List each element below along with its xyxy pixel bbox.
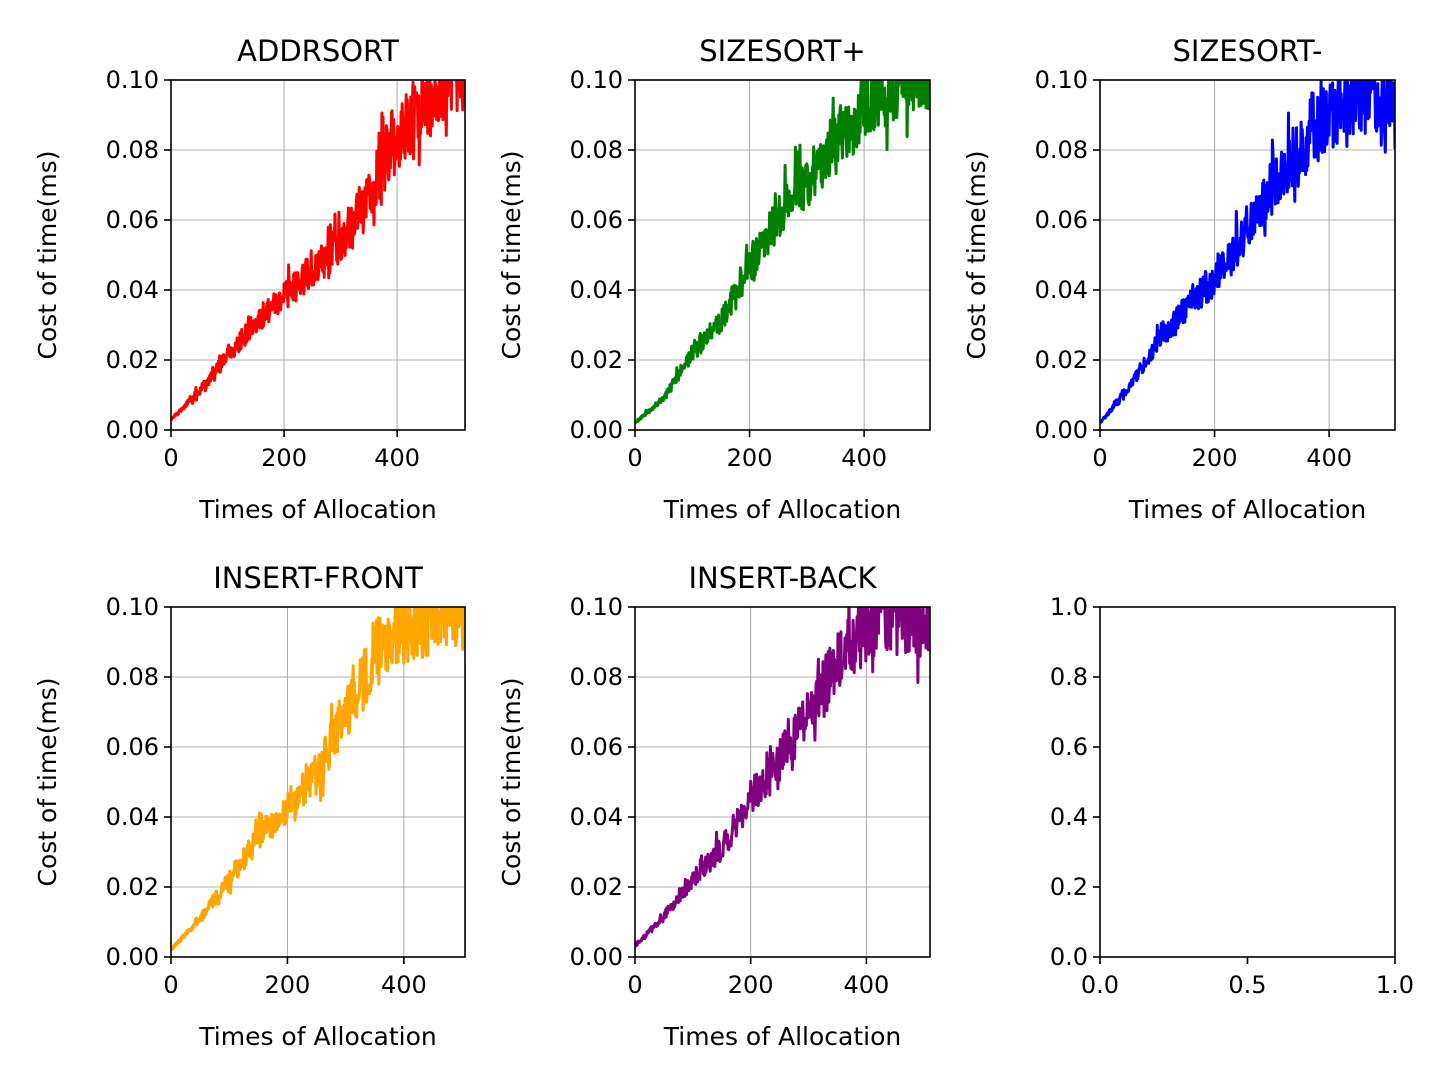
chart-4-y-tick-label: 0.06 bbox=[570, 733, 623, 761]
chart-2-y-tick-label: 0.10 bbox=[1035, 66, 1088, 94]
chart-3-series-line bbox=[171, 607, 465, 952]
chart-4-y-tick-label: 0.04 bbox=[570, 803, 623, 831]
chart-0-y-tick-label: 0.06 bbox=[106, 206, 159, 234]
chart-3-y-tick-label: 0.02 bbox=[106, 873, 159, 901]
chart-1-title: SIZESORT+ bbox=[699, 34, 865, 68]
chart-3: 0 200 400 0.00 0.02 0.04 0.06 0.08 0.10 INSERT-FR… bbox=[33, 561, 466, 1051]
chart-3-title: INSERT-FRONT bbox=[213, 561, 423, 595]
chart-4-y-tick-label: 0.02 bbox=[570, 873, 623, 901]
chart-5-x-tick-label: 1.0 bbox=[1376, 971, 1414, 999]
chart-0-y-tick-label: 0.00 bbox=[106, 416, 159, 444]
chart-4-title: INSERT-BACK bbox=[689, 561, 878, 595]
chart-4-x-tick-label: 200 bbox=[728, 971, 774, 999]
chart-4-series-line bbox=[635, 607, 930, 948]
chart-1-x-tick-label: 400 bbox=[841, 444, 887, 472]
chart-1-y-tick-label: 0.06 bbox=[570, 206, 623, 234]
chart-3-x-tick-label: 200 bbox=[265, 971, 311, 999]
chart-2-y-tick-label: 0.02 bbox=[1035, 346, 1088, 374]
chart-2-x-axis-label: Times of Allocation bbox=[1128, 495, 1366, 524]
chart-3-y-tick-label: 0.08 bbox=[106, 663, 159, 691]
chart-1-y-tick-label: 0.02 bbox=[570, 346, 623, 374]
chart-2-y-axis-label: Cost of time(ms) bbox=[962, 151, 991, 360]
chart-0-y-tick-label: 0.02 bbox=[106, 346, 159, 374]
chart-1-x-tick-label: 0 bbox=[627, 444, 642, 472]
chart-4-y-tick-label: 0.08 bbox=[570, 663, 623, 691]
chart-2-x-tick-label: 0 bbox=[1092, 444, 1107, 472]
chart-2-y-tick-label: 0.04 bbox=[1035, 276, 1088, 304]
chart-2: 0 200 400 0.00 0.02 0.04 0.06 0.08 0.10 SIZESORT-… bbox=[962, 34, 1396, 524]
chart-0-x-axis-label: Times of Allocation bbox=[198, 495, 436, 524]
chart-2-x-tick-label: 400 bbox=[1306, 444, 1352, 472]
chart-4-x-tick-label: 400 bbox=[843, 971, 889, 999]
chart-3-frame bbox=[170, 606, 466, 958]
chart-2-frame bbox=[1099, 79, 1396, 431]
chart-1-y-tick-label: 0.10 bbox=[570, 66, 623, 94]
chart-3-y-axis-label: Cost of time(ms) bbox=[33, 678, 62, 887]
chart-3-y-tick-label: 0.10 bbox=[106, 593, 159, 621]
chart-1-x-axis-label: Times of Allocation bbox=[663, 495, 901, 524]
chart-2-y-tick-label: 0.00 bbox=[1035, 416, 1088, 444]
chart-2-series-line bbox=[1100, 80, 1395, 425]
chart-2-x-tick-label: 200 bbox=[1192, 444, 1238, 472]
chart-1-series-line bbox=[635, 80, 930, 425]
chart-5-y-tick-label: 0.8 bbox=[1050, 663, 1088, 691]
chart-2-y-tick-label: 0.08 bbox=[1035, 136, 1088, 164]
chart-5-y-tick-label: 1.0 bbox=[1050, 593, 1088, 621]
chart-2-y-tick-label: 0.06 bbox=[1035, 206, 1088, 234]
chart-5-y-tick-label: 0.2 bbox=[1050, 873, 1088, 901]
chart-5-y-tick-label: 0.0 bbox=[1050, 943, 1088, 971]
chart-1: 0 200 400 0.00 0.02 0.04 0.06 0.08 0.10 SIZESORT+… bbox=[497, 34, 931, 524]
chart-4: 0 200 400 0.00 0.02 0.04 0.06 0.08 0.10 INSERT-BA… bbox=[497, 561, 931, 1051]
chart-0-frame bbox=[170, 79, 466, 431]
chart-4-y-tick-label: 0.10 bbox=[570, 593, 623, 621]
chart-0-x-tick-label: 400 bbox=[374, 444, 420, 472]
chart-0: 0 200 400 0.00 0.02 0.04 0.06 0.08 0.10 ADDRSORT T… bbox=[33, 34, 466, 524]
chart-0-x-tick-label: 0 bbox=[163, 444, 178, 472]
chart-0-y-tick-label: 0.10 bbox=[106, 66, 159, 94]
chart-3-x-axis-label: Times of Allocation bbox=[198, 1022, 436, 1051]
chart-3-x-tick-label: 0 bbox=[163, 971, 178, 999]
chart-0-y-axis-label: Cost of time(ms) bbox=[33, 151, 62, 360]
chart-5-y-tick-label: 0.4 bbox=[1050, 803, 1088, 831]
chart-5-x-tick-label: 0.0 bbox=[1081, 971, 1119, 999]
chart-4-y-tick-label: 0.00 bbox=[570, 943, 623, 971]
chart-0-title: ADDRSORT bbox=[237, 34, 399, 68]
chart-1-y-tick-label: 0.08 bbox=[570, 136, 623, 164]
chart-0-y-tick-label: 0.08 bbox=[106, 136, 159, 164]
chart-3-y-tick-label: 0.00 bbox=[106, 943, 159, 971]
chart-0-y-tick-label: 0.04 bbox=[106, 276, 159, 304]
chart-4-frame bbox=[634, 606, 931, 958]
chart-3-y-tick-label: 0.04 bbox=[106, 803, 159, 831]
chart-4-x-tick-label: 0 bbox=[627, 971, 642, 999]
chart-1-y-tick-label: 0.04 bbox=[570, 276, 623, 304]
chart-1-frame bbox=[634, 79, 931, 431]
chart-0-series-line bbox=[171, 80, 465, 422]
chart-1-y-axis-label: Cost of time(ms) bbox=[497, 151, 526, 360]
chart-5-y-tick-label: 0.6 bbox=[1050, 733, 1088, 761]
chart-5: 0.0 0.5 1.0 0.0 0.2 0.4 0.6 0.8 1.0 bbox=[1050, 593, 1414, 999]
chart-4-y-axis-label: Cost of time(ms) bbox=[497, 678, 526, 887]
chart-4-x-axis-label: Times of Allocation bbox=[663, 1022, 901, 1051]
chart-3-x-tick-label: 400 bbox=[381, 971, 427, 999]
chart-0-x-tick-label: 200 bbox=[261, 444, 307, 472]
chart-5-x-tick-label: 0.5 bbox=[1228, 971, 1266, 999]
chart-1-y-tick-label: 0.00 bbox=[570, 416, 623, 444]
chart-1-x-tick-label: 200 bbox=[727, 444, 773, 472]
chart-5-frame bbox=[1099, 606, 1396, 958]
chart-2-title: SIZESORT- bbox=[1173, 34, 1323, 68]
chart-3-y-tick-label: 0.06 bbox=[106, 733, 159, 761]
